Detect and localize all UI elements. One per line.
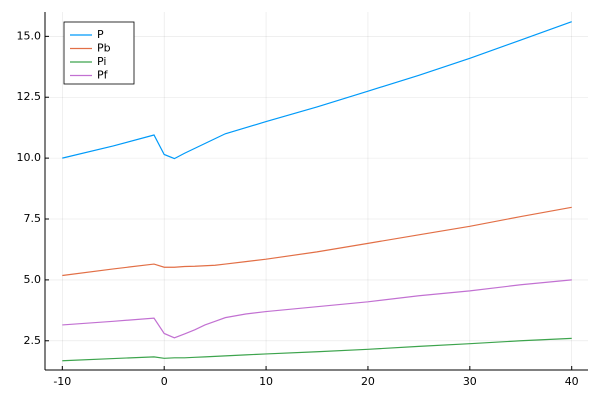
series-line — [62, 206, 572, 277]
y-tick-label: 2.5 — [24, 334, 42, 347]
series-line — [62, 337, 572, 362]
legend-label: Pb — [97, 42, 111, 55]
y-tick-label: 10.0 — [17, 151, 42, 164]
x-tick-label: 10 — [259, 375, 273, 388]
x-tick-label: 30 — [463, 375, 477, 388]
legend-label: Pi — [97, 55, 106, 68]
legend-box — [63, 21, 135, 85]
x-tick-label: 20 — [361, 375, 375, 388]
x-tick-label: -10 — [53, 375, 71, 388]
y-tick-label: 12.5 — [17, 90, 42, 103]
y-tick-label: 7.5 — [24, 212, 42, 225]
legend-label: Pf — [97, 69, 109, 82]
series-line — [62, 279, 572, 339]
x-tick-label: 0 — [161, 375, 168, 388]
y-tick-label: 15.0 — [17, 29, 42, 42]
y-tick-label: 5.0 — [24, 273, 42, 286]
legend-label: P — [97, 28, 104, 41]
series-line — [62, 21, 572, 160]
x-tick-label: 40 — [565, 375, 579, 388]
